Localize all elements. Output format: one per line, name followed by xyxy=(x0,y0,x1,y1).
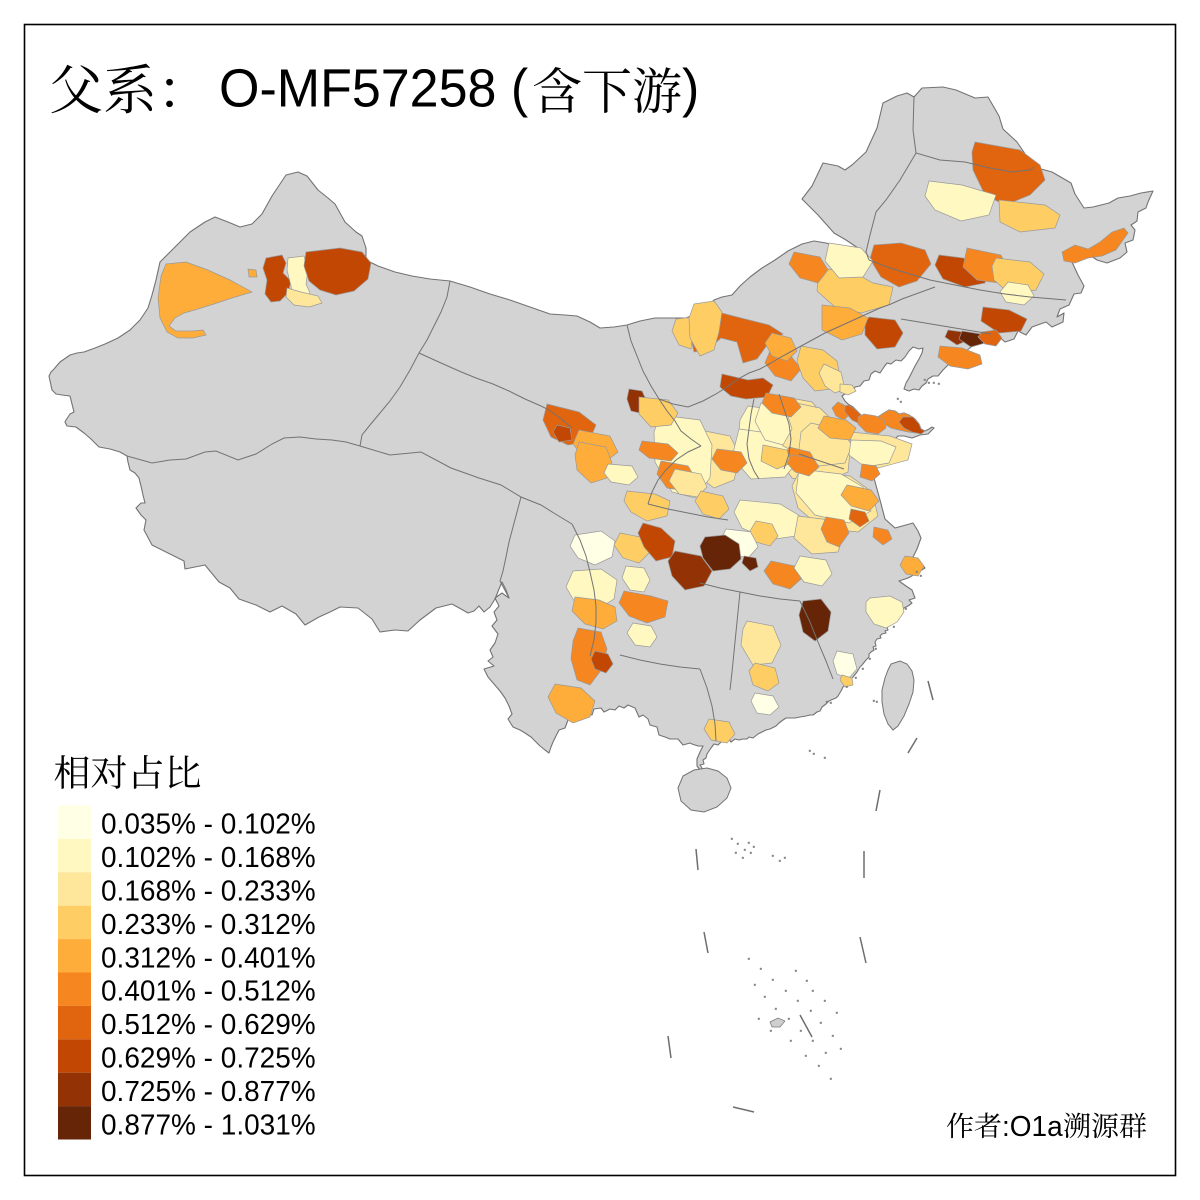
svg-text:0.233% - 0.312%: 0.233% - 0.312% xyxy=(101,908,316,941)
svg-text:O-MF57258 (: O-MF57258 ( xyxy=(219,59,529,119)
svg-text:0.168% - 0.233%: 0.168% - 0.233% xyxy=(101,875,316,908)
svg-text:0.035% - 0.102%: 0.035% - 0.102% xyxy=(101,808,316,841)
svg-text:0.629% - 0.725%: 0.629% - 0.725% xyxy=(101,1042,316,1075)
svg-text:0.102% - 0.168%: 0.102% - 0.168% xyxy=(101,842,316,875)
svg-text:0.725% - 0.877%: 0.725% - 0.877% xyxy=(101,1075,316,1108)
svg-text:0.401% - 0.512%: 0.401% - 0.512% xyxy=(101,975,316,1008)
svg-text:): ) xyxy=(682,59,699,119)
svg-text::O1a: :O1a xyxy=(1002,1111,1063,1144)
svg-text:0.312% - 0.401%: 0.312% - 0.401% xyxy=(101,942,316,975)
svg-text:0.512% - 0.629%: 0.512% - 0.629% xyxy=(101,1009,316,1042)
svg-text:0.877% - 1.031%: 0.877% - 1.031% xyxy=(101,1109,316,1142)
